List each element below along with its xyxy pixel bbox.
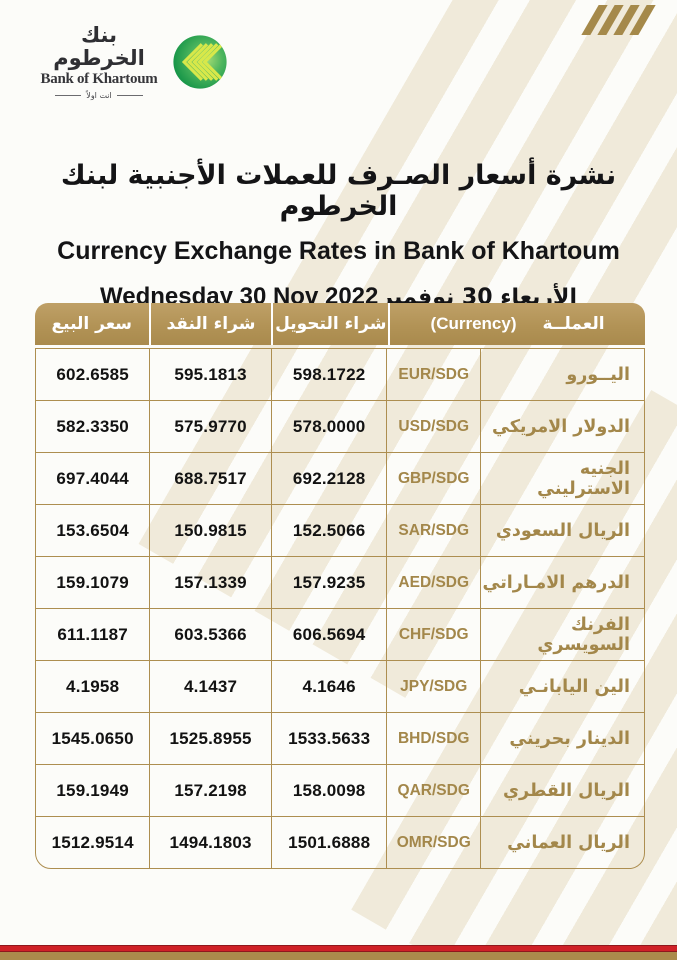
currency-name-arabic: الريال السعودي xyxy=(495,520,630,541)
column-header-currency-arabic: العملــة xyxy=(542,314,605,334)
bank-tagline: انت اولاً xyxy=(38,91,160,100)
currency-code: EUR/SDG xyxy=(387,349,482,400)
cash-buy-value: 575.9770 xyxy=(150,401,272,452)
column-header-currency-english: (Currency) xyxy=(430,314,517,333)
table-row: 159.1079 157.1339 157.9235 AED/SDG الدرهم ال… xyxy=(36,556,644,608)
exchange-rates-table: سعر البيع شراء النقد شراء التحويل (Curre… xyxy=(35,303,645,869)
bank-logo: بنك الخرطوم Bank of Khartoum انت اولاً xyxy=(38,23,228,100)
currency-name-arabic: الدولار الامريكي xyxy=(492,416,630,437)
sale-price-value: 153.6504 xyxy=(36,505,151,556)
cash-buy-value: 157.1339 xyxy=(150,557,272,608)
cash-buy-value: 150.9815 xyxy=(150,505,272,556)
cash-buy-value: 157.2198 xyxy=(150,765,272,816)
transfer-buy-value: 598.1722 xyxy=(272,349,388,400)
footer-gold-bar xyxy=(0,952,677,960)
transfer-buy-value: 1501.6888 xyxy=(272,817,388,868)
transfer-buy-value: 578.0000 xyxy=(272,401,388,452)
currency-name-arabic: الريال القطري xyxy=(502,780,630,801)
table-row: 1512.9514 1494.1803 1501.6888 OMR/SDG الريال… xyxy=(36,816,644,868)
currency-name-arabic: الريال العماني xyxy=(507,832,630,853)
bulletin-titles: نشرة أسعار الصـرف للعملات الأجنبية لبنك … xyxy=(0,160,677,311)
tagline-dash-right xyxy=(116,95,143,97)
column-header-transfer-buy: شراء التحويل xyxy=(273,303,391,345)
currency-code: BHD/SDG xyxy=(387,713,482,764)
currency-name-arabic: الجنيه الاسترليني xyxy=(537,458,630,499)
bulletin-title-english: Currency Exchange Rates in Bank of Khart… xyxy=(57,237,620,265)
bulletin-title-arabic: نشرة أسعار الصـرف للعملات الأجنبية لبنك … xyxy=(60,160,617,222)
tagline-dash-left xyxy=(55,95,82,97)
table-row: 4.1958 4.1437 4.1646 JPY/SDG الين اليابانـي xyxy=(36,660,644,712)
sale-price-value: 582.3350 xyxy=(36,401,151,452)
sale-price-value: 1512.9514 xyxy=(36,817,151,868)
transfer-buy-value: 1533.5633 xyxy=(272,713,388,764)
bank-globe-chevron-icon xyxy=(173,35,227,89)
currency-code: SAR/SDG xyxy=(387,505,482,556)
sale-price-value: 697.4044 xyxy=(36,453,151,504)
table-row: 153.6504 150.9815 152.5066 SAR/SDG الريال ال… xyxy=(36,504,644,556)
transfer-buy-value: 4.1646 xyxy=(272,661,388,712)
sale-price-value: 611.1187 xyxy=(36,609,151,660)
bank-wordmark: بنك الخرطوم Bank of Khartoum انت اولاً xyxy=(38,23,160,100)
cash-buy-value: 688.7517 xyxy=(150,453,272,504)
sale-price-value: 1545.0650 xyxy=(36,713,151,764)
sale-price-value: 602.6585 xyxy=(36,349,151,400)
currency-name-arabic: الين اليابانـي xyxy=(518,676,630,697)
column-header-cash-buy: شراء النقد xyxy=(151,303,274,345)
footer-red-bar xyxy=(0,945,677,952)
column-header-sale-price: سعر البيع xyxy=(35,303,151,345)
currency-code: GBP/SDG xyxy=(387,453,482,504)
currency-name-arabic: الدينار بحريني xyxy=(509,728,630,749)
currency-code: AED/SDG xyxy=(387,557,482,608)
transfer-buy-value: 157.9235 xyxy=(272,557,388,608)
column-header-currency: (Currency) العملــة xyxy=(390,303,645,345)
transfer-buy-value: 606.5694 xyxy=(272,609,388,660)
currency-code: USD/SDG xyxy=(387,401,482,452)
currency-code: JPY/SDG xyxy=(387,661,482,712)
table-row: 582.3350 575.9770 578.0000 USD/SDG الدولار ا… xyxy=(36,400,644,452)
currency-name-arabic: الدرهم الامـاراتي xyxy=(482,572,630,593)
table-row: 1545.0650 1525.8955 1533.5633 BHD/SDG الدينا… xyxy=(36,712,644,764)
transfer-buy-value: 692.2128 xyxy=(272,453,388,504)
currency-name-arabic: الفرنك السويسري xyxy=(537,614,630,655)
cash-buy-value: 4.1437 xyxy=(150,661,272,712)
bank-name-english: Bank of Khartoum xyxy=(40,71,158,88)
transfer-buy-value: 158.0098 xyxy=(272,765,388,816)
cash-buy-value: 1525.8955 xyxy=(150,713,272,764)
sale-price-value: 159.1079 xyxy=(36,557,151,608)
sale-price-value: 159.1949 xyxy=(36,765,151,816)
sale-price-value: 4.1958 xyxy=(36,661,151,712)
table-row: 602.6585 595.1813 598.1722 EUR/SDG اليــورو xyxy=(36,349,644,400)
corner-stripes-icon xyxy=(581,5,656,35)
table-row: 697.4044 688.7517 692.2128 GBP/SDG الجنيه ال… xyxy=(36,452,644,504)
table-header-row: سعر البيع شراء النقد شراء التحويل (Curre… xyxy=(35,303,645,345)
cash-buy-value: 1494.1803 xyxy=(150,817,272,868)
cash-buy-value: 603.5366 xyxy=(150,609,272,660)
table-body: 602.6585 595.1813 598.1722 EUR/SDG اليــورو 5… xyxy=(35,348,645,869)
transfer-buy-value: 152.5066 xyxy=(272,505,388,556)
table-row: 611.1187 603.5366 606.5694 CHF/SDG الفرنك ال… xyxy=(36,608,644,660)
currency-code: OMR/SDG xyxy=(387,817,482,868)
cash-buy-value: 595.1813 xyxy=(150,349,272,400)
bank-name-arabic: بنك الخرطوم xyxy=(53,23,145,71)
currency-name-arabic: اليــورو xyxy=(566,364,630,385)
currency-code: CHF/SDG xyxy=(387,609,482,660)
table-row: 159.1949 157.2198 158.0098 QAR/SDG الريال ال… xyxy=(36,764,644,816)
currency-code: QAR/SDG xyxy=(387,765,482,816)
